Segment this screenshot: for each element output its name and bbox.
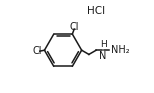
Text: Cl: Cl (70, 22, 79, 32)
Text: H: H (100, 40, 107, 49)
Text: Cl: Cl (33, 46, 42, 56)
Text: HCl: HCl (87, 6, 105, 16)
Text: NH₂: NH₂ (111, 45, 130, 55)
Text: N: N (99, 51, 107, 61)
